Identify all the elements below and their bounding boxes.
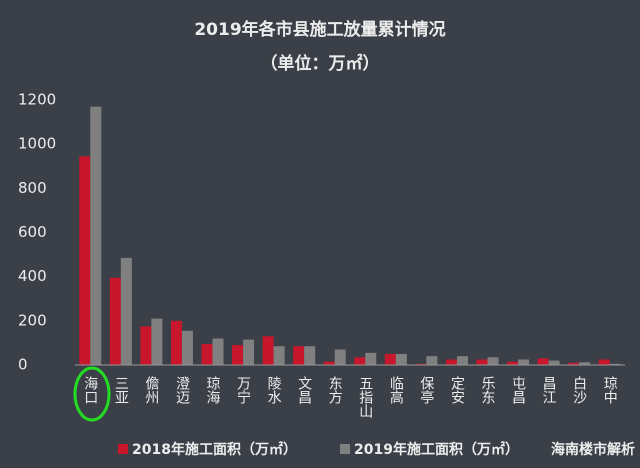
bar [170, 320, 182, 365]
watermark: 海南楼市解析 [551, 441, 635, 458]
bar [507, 361, 519, 365]
y-tick-label: 1000 [18, 135, 56, 153]
legend-label: 2018年施工面积（万㎡） [132, 441, 297, 458]
chart-subtitle: （单位：万㎡） [261, 53, 380, 74]
bar [426, 356, 438, 365]
bar [304, 346, 316, 365]
bar [395, 353, 407, 365]
y-tick-label: 1200 [18, 91, 56, 109]
bar [518, 359, 530, 365]
bar [79, 156, 91, 365]
bar [568, 362, 580, 365]
highlight-circle [73, 366, 111, 422]
bar [598, 359, 610, 365]
bar [262, 336, 274, 365]
bar [537, 358, 549, 365]
legend-swatch [340, 444, 350, 454]
bar [365, 352, 377, 365]
x-tick-label: 临高 [388, 376, 404, 404]
bar [293, 346, 305, 365]
bar [548, 360, 560, 365]
chart-title: 2019年各市县施工放量累计情况 [194, 19, 445, 40]
bar [120, 257, 132, 365]
bar [456, 356, 468, 365]
x-tick-label: 定安 [449, 376, 465, 404]
bar [415, 363, 427, 365]
bar [323, 361, 335, 365]
bar [212, 338, 224, 365]
x-tick-label: 保亭 [418, 376, 434, 404]
bar [243, 339, 255, 365]
bar [334, 349, 346, 365]
x-tick-label: 万宁 [235, 376, 251, 404]
bar [384, 353, 396, 365]
x-tick-label: 海口 [82, 376, 98, 404]
bar [273, 346, 285, 365]
legend-swatch [118, 444, 128, 454]
x-tick-label: 儋州 [143, 376, 159, 404]
bar [90, 106, 102, 365]
x-tick-label: 屯昌 [510, 376, 526, 404]
x-tick-label: 文昌 [296, 376, 312, 404]
x-tick-label: 琼海 [205, 376, 221, 404]
bar [487, 357, 499, 365]
bar [609, 363, 621, 365]
x-tick-label: 白沙 [571, 376, 587, 404]
bar [181, 330, 193, 365]
bar [201, 344, 213, 365]
x-tick-label: 澄迈 [174, 376, 190, 405]
x-tick-label: 三亚 [113, 376, 129, 404]
x-tick-label: 五指山 [357, 376, 373, 418]
bar [151, 318, 163, 365]
y-tick-label: 0 [18, 356, 28, 374]
bar [109, 277, 121, 365]
x-tick-label: 琼中 [602, 376, 618, 404]
y-tick-label: 400 [18, 267, 47, 285]
legend-label: 2019年施工面积（万㎡） [354, 441, 519, 458]
bar [354, 357, 366, 365]
x-tick-label: 昌江 [541, 376, 557, 404]
bar [476, 359, 488, 365]
bar [579, 362, 591, 365]
bar [140, 326, 152, 365]
x-tick-label: 乐东 [480, 376, 496, 404]
y-tick-label: 200 [18, 311, 47, 329]
y-tick-label: 800 [18, 179, 47, 197]
bar [445, 359, 457, 365]
x-tick-label: 东方 [327, 376, 343, 405]
x-tick-label: 陵水 [266, 376, 282, 404]
y-tick-label: 600 [18, 223, 47, 241]
bar [232, 345, 244, 365]
